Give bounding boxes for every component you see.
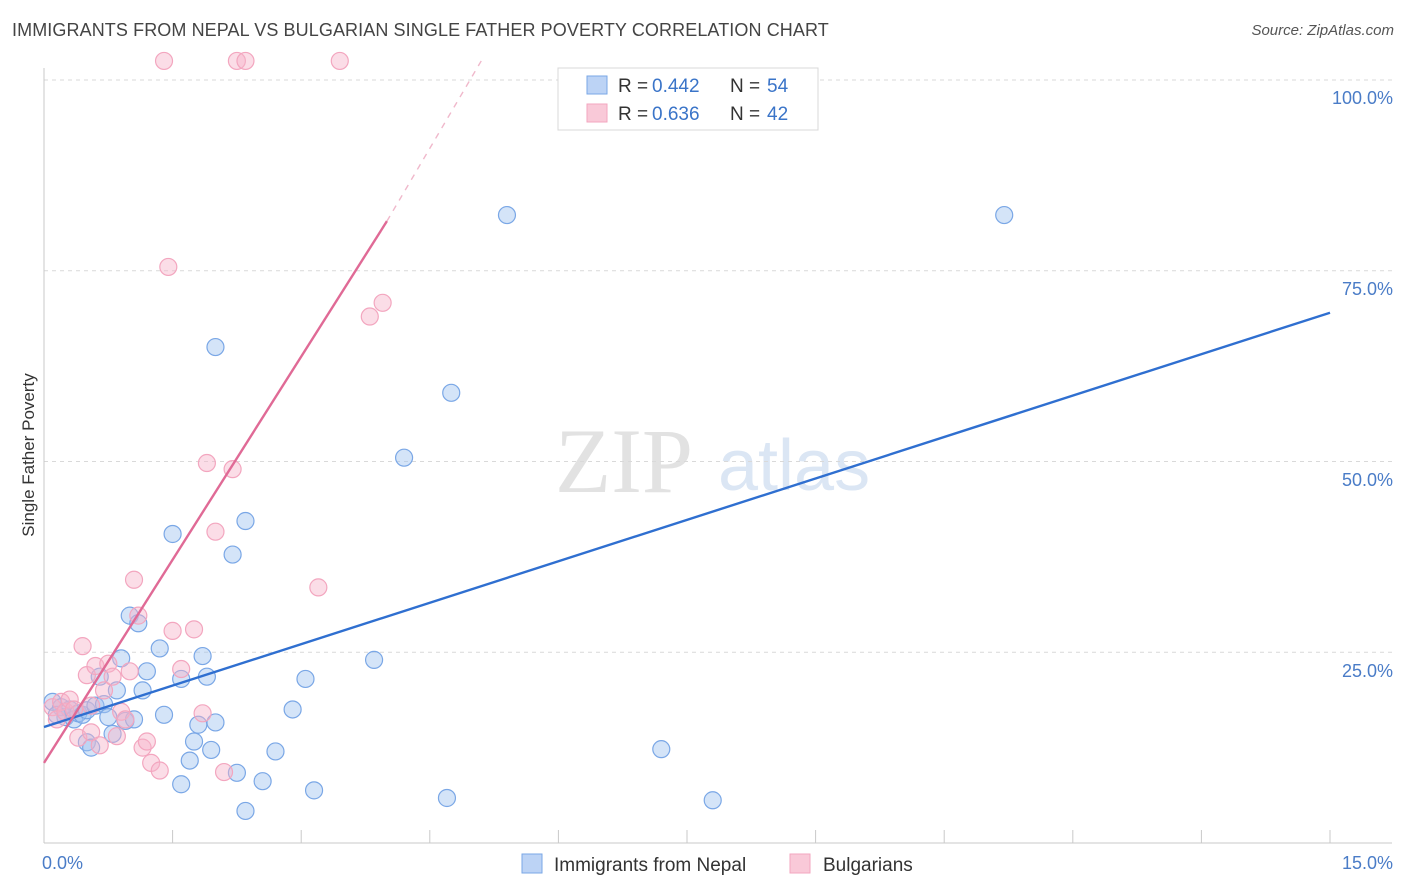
point-nepal-31 <box>193 646 212 666</box>
point-nepal-29 <box>184 732 204 751</box>
point-nepal-51 <box>703 791 722 810</box>
bottom-legend: Immigrants from Nepal Bulgarians <box>521 853 913 876</box>
legend-box: R = 0.442 N = 54 R = 0.636 N = 42 <box>557 67 819 131</box>
series-bulgarians-points <box>43 51 392 782</box>
x-tick-label-max: 15.0% <box>1342 853 1393 873</box>
point-bulgarians-27 <box>163 621 182 640</box>
point-bulgarians-39 <box>360 307 379 326</box>
point-nepal-43 <box>296 669 315 689</box>
bottom-legend-nepal-label: Immigrants from Nepal <box>554 855 746 876</box>
bottom-legend-swatch-nepal <box>521 853 543 874</box>
point-nepal-41 <box>266 742 285 761</box>
point-nepal-35 <box>206 337 225 357</box>
trend-line-bulgarians-extension <box>386 60 482 222</box>
point-nepal-33 <box>202 740 221 760</box>
point-bulgarians-11 <box>90 736 109 755</box>
point-nepal-25 <box>163 524 182 544</box>
point-nepal-47 <box>437 788 457 808</box>
point-nepal-39 <box>236 511 255 531</box>
point-nepal-48 <box>442 383 461 402</box>
point-nepal-24 <box>154 705 174 724</box>
point-bulgarians-36 <box>236 51 255 71</box>
series-nepal-points <box>43 205 1014 821</box>
x-tick-label-min: 0.0% <box>42 853 83 873</box>
point-bulgarians-30 <box>193 704 212 723</box>
legend-nepal-r-value: 0.442 <box>652 76 700 97</box>
point-nepal-28 <box>180 751 199 770</box>
point-bulgarians-14 <box>103 667 122 686</box>
point-nepal-52 <box>995 205 1014 225</box>
point-nepal-15 <box>107 681 126 700</box>
watermark-atlas: atlas <box>718 426 870 506</box>
point-bulgarians-33 <box>214 762 234 782</box>
y-tick-label-75: 75.0% <box>1342 279 1393 299</box>
point-bulgarians-18 <box>120 662 139 681</box>
grid <box>44 79 1392 653</box>
point-bulgarians-29 <box>184 620 204 639</box>
point-bulgarians-15 <box>107 727 126 746</box>
y-axis-label: Single Father Poverty <box>19 373 38 537</box>
point-nepal-46 <box>394 448 414 467</box>
chart-source: Source: ZipAtlas.com <box>1251 22 1394 39</box>
legend-bulgarians-n-label: N = <box>730 104 760 125</box>
point-bulgarians-17 <box>116 710 135 729</box>
legend-bulgarians-n-value: 42 <box>767 104 788 125</box>
point-bulgarians-22 <box>137 732 156 751</box>
legend-bulgarians-r-value: 0.636 <box>652 104 700 125</box>
point-bulgarians-19 <box>124 570 144 589</box>
point-nepal-50 <box>652 740 671 759</box>
point-nepal-45 <box>364 650 384 669</box>
legend-swatch-nepal <box>586 75 608 95</box>
point-bulgarians-26 <box>159 257 178 277</box>
point-nepal-22 <box>137 662 156 681</box>
point-nepal-44 <box>304 781 324 800</box>
point-nepal-38 <box>236 801 255 821</box>
point-nepal-42 <box>283 700 302 719</box>
trend-lines <box>42 60 1331 764</box>
point-nepal-37 <box>227 763 246 782</box>
legend-nepal-r-label: R = <box>618 76 648 97</box>
trend-line-nepal <box>43 311 1331 729</box>
y-tick-label-25: 25.0% <box>1342 661 1393 681</box>
point-bulgarians-38 <box>330 51 349 71</box>
point-bulgarians-28 <box>172 659 191 679</box>
y-tick-label-100: 100.0% <box>1332 88 1393 108</box>
point-nepal-23 <box>150 639 169 658</box>
trend-line-bulgarians <box>42 220 388 764</box>
bottom-legend-bulgarians-label: Bulgarians <box>823 855 913 876</box>
point-nepal-34 <box>206 713 225 732</box>
legend-nepal-n-label: N = <box>730 76 760 97</box>
legend-swatch-bulgarians <box>586 103 608 123</box>
legend-nepal-n-value: 54 <box>767 76 789 97</box>
point-bulgarians-37 <box>309 578 328 597</box>
point-nepal-40 <box>253 772 272 791</box>
point-bulgarians-40 <box>373 293 392 312</box>
point-nepal-49 <box>497 205 517 225</box>
point-bulgarians-4 <box>60 690 79 709</box>
point-nepal-26 <box>172 775 191 794</box>
point-bulgarians-25 <box>154 51 174 71</box>
bottom-legend-swatch-bulgarians <box>789 853 811 874</box>
point-bulgarians-32 <box>206 522 225 541</box>
x-ticks <box>172 830 1331 843</box>
point-bulgarians-24 <box>150 761 169 780</box>
point-bulgarians-31 <box>197 453 216 473</box>
point-bulgarians-9 <box>82 723 101 742</box>
legend-bulgarians-r-label: R = <box>618 104 648 125</box>
point-bulgarians-12 <box>94 681 114 700</box>
point-nepal-36 <box>223 545 242 564</box>
chart-title: IMMIGRANTS FROM NEPAL VS BULGARIAN SINGL… <box>12 20 829 40</box>
point-bulgarians-7 <box>73 637 92 656</box>
y-tick-label-50: 50.0% <box>1342 470 1393 490</box>
